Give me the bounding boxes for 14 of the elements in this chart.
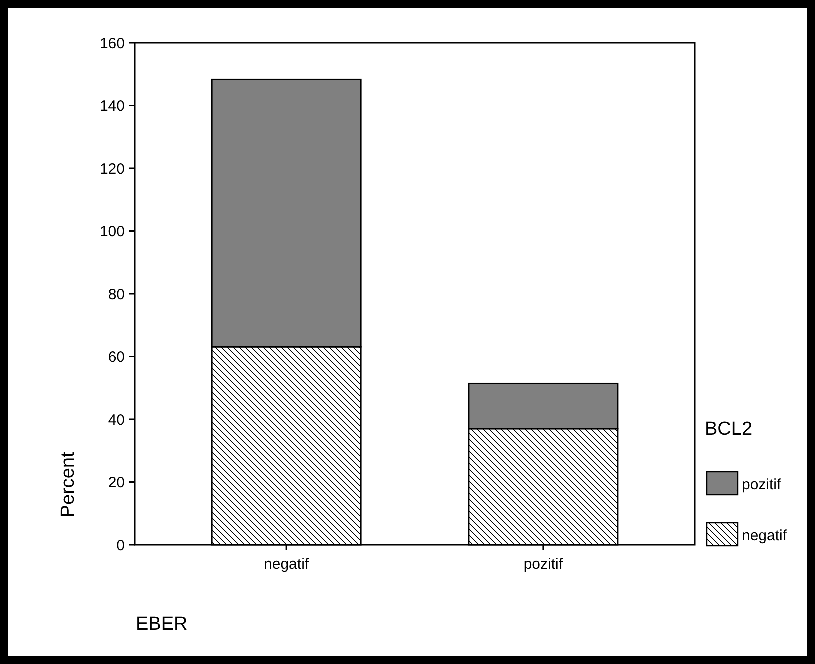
y-tick-label: 60 xyxy=(108,349,125,366)
y-tick-label: 160 xyxy=(100,35,125,52)
y-tick-label: 100 xyxy=(100,224,125,240)
x-axis-title: EBER xyxy=(136,614,188,635)
y-tick-label: 120 xyxy=(100,160,125,178)
y-tick-label: 140 xyxy=(100,98,125,115)
y-tick-label: 40 xyxy=(108,412,125,429)
legend-label: negatif xyxy=(742,527,788,544)
legend-title: BCL2 xyxy=(705,419,753,440)
y-tick-label: 80 xyxy=(108,286,125,304)
y-tick-label: 0 xyxy=(116,537,125,554)
y-tick-label: 20 xyxy=(108,474,125,492)
y-axis-title: Percent xyxy=(58,452,79,518)
legend-label: pozitif xyxy=(742,476,782,494)
